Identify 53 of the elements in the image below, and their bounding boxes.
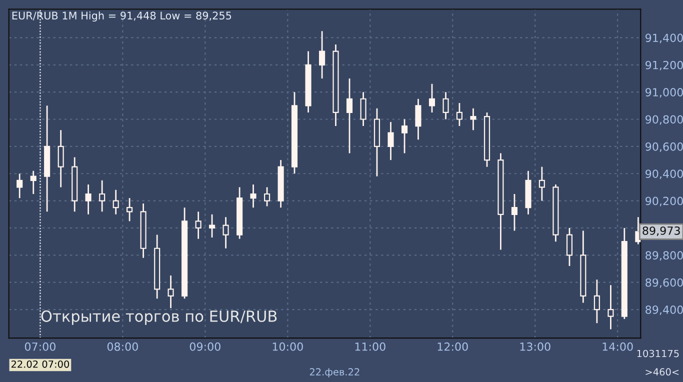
x-tick-label: 14:00 (602, 342, 633, 351)
candlestick (566, 227, 573, 267)
candlestick (168, 274, 174, 309)
x-tick-label: 10:00 (272, 342, 303, 351)
y-tick-label: 89,400 (646, 306, 683, 316)
candlestick (30, 170, 36, 195)
y-tick-label: 90,400 (646, 170, 683, 180)
x-tick-label: 13:00 (520, 342, 550, 351)
candlestick (442, 91, 449, 120)
candlestick (401, 118, 408, 154)
ref-line-label: 22.02 07:00 (11, 360, 70, 368)
candlestick (428, 83, 436, 114)
candlestick (208, 214, 216, 238)
text: >460< (646, 368, 679, 376)
candlestick (594, 278, 600, 324)
candlestick (195, 210, 202, 240)
y-tick-label: 91,200 (646, 60, 683, 70)
candlestick (85, 184, 92, 216)
candlestick (264, 186, 270, 207)
candlestick (388, 121, 394, 161)
candlestick (538, 166, 545, 202)
text: 22.фев.22 (310, 368, 360, 378)
x-tick-label: 11:00 (355, 342, 386, 351)
text: 1031175 (637, 350, 679, 358)
y-tick-label: 91,400 (646, 34, 683, 44)
candlestick (126, 197, 133, 222)
chart-title: EUR/RUB 1M High = 91,448 Low = 89,255 (12, 11, 232, 22)
y-tick-label: 90,200 (646, 196, 683, 206)
candlestick (511, 193, 518, 232)
candlestick (319, 30, 326, 80)
x-tick-label: 08:00 (107, 342, 138, 351)
candlestick (112, 189, 119, 216)
candlestick (608, 284, 614, 330)
y-tick-label: 89,600 (646, 278, 683, 288)
annotation: Открытие торгов по EUR/RUB (41, 310, 277, 325)
candlestick (415, 98, 422, 140)
x-tick-label: 12:00 (438, 342, 468, 351)
annotation: 89,973 (642, 226, 680, 236)
candlestick (456, 102, 462, 127)
y-tick-label: 89,800 (646, 251, 683, 261)
candlestick (58, 129, 64, 188)
y-tick-label: 91,000 (646, 88, 683, 98)
candlestick (470, 108, 476, 131)
y-tick-label: 90,600 (646, 142, 683, 152)
candlestick (16, 172, 23, 199)
candlestick (99, 180, 106, 212)
y-tick-label: 90,800 (646, 115, 683, 125)
candlestick (346, 78, 353, 154)
x-tick-label: 07:00 (24, 342, 56, 351)
candlestick (360, 91, 366, 127)
candlestick (222, 216, 229, 250)
x-tick-label: 09:00 (190, 342, 220, 351)
candlestick (250, 184, 256, 208)
